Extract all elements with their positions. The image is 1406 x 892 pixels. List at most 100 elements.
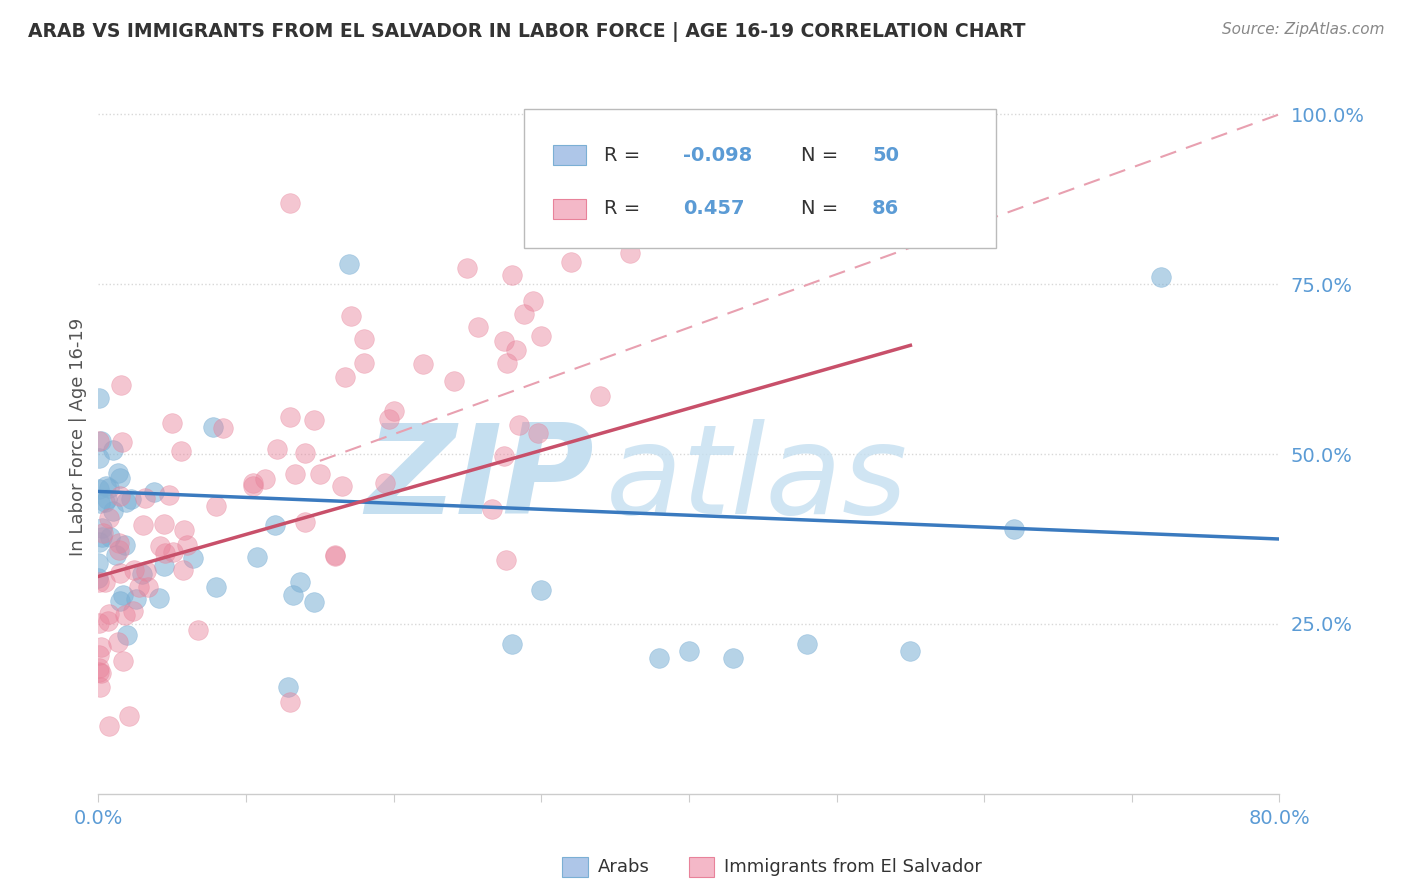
Point [117,628,139,642]
Point [97,614,120,628]
Point [288,574,311,589]
Text: 0.457: 0.457 [683,199,745,219]
Point [323,549,346,563]
Point [339,257,361,271]
Point [900,644,922,658]
Point [796,637,818,651]
Point [1002,522,1025,536]
Point [112,654,135,668]
Point [108,536,131,550]
Point [181,551,204,566]
Point [205,580,228,594]
Point [90,665,112,680]
Point [89,451,111,466]
Point [115,495,138,509]
Text: R =: R = [605,145,647,165]
Point [108,566,131,580]
Point [353,356,375,370]
Point [97,719,120,733]
Y-axis label: In Labor Force | Age 16-19: In Labor Force | Age 16-19 [69,318,87,557]
Point [136,580,159,594]
Point [108,489,131,503]
Point [280,409,302,424]
Point [87,615,110,630]
Point [508,417,530,432]
Point [526,425,548,440]
Point [149,539,172,553]
Point [678,644,700,658]
Point [494,334,516,349]
Point [162,545,184,559]
Point [98,481,121,495]
Point [501,268,523,282]
Point [1150,270,1173,285]
Point [323,548,346,562]
Point [98,607,121,622]
Point [242,475,264,490]
Text: Source: ZipAtlas.com: Source: ZipAtlas.com [1222,22,1385,37]
Point [122,563,145,577]
Point [111,588,134,602]
Point [153,559,176,574]
Point [108,593,131,607]
Point [97,511,120,525]
Point [205,500,228,514]
Point [492,449,515,463]
Point [335,370,357,384]
Point [93,526,115,541]
Text: -0.098: -0.098 [683,145,752,165]
Point [280,695,302,709]
Point [304,413,326,427]
Point [153,517,176,532]
Text: Immigrants from El Salvador: Immigrants from El Salvador [724,858,981,876]
Point [128,580,150,594]
Point [187,623,209,637]
Point [87,574,110,589]
Point [120,492,142,507]
Text: ARAB VS IMMIGRANTS FROM EL SALVADOR IN LABOR FORCE | AGE 16-19 CORRELATION CHART: ARAB VS IMMIGRANTS FROM EL SALVADOR IN L… [28,22,1025,42]
Point [378,412,401,426]
Point [89,496,111,510]
Point [108,542,131,557]
Point [505,343,527,358]
Point [382,403,405,417]
Point [242,479,264,493]
Point [277,680,299,694]
Point [91,521,114,535]
Point [266,442,288,457]
Bar [553,199,586,219]
Point [530,582,553,597]
Point [457,260,479,275]
Point [339,309,361,323]
Point [148,591,170,605]
Point [96,491,118,506]
Text: 86: 86 [872,199,900,219]
Point [143,485,166,500]
Point [91,530,114,544]
Point [134,491,156,505]
Point [264,518,287,533]
Point [135,564,157,578]
Point [94,479,117,493]
Point [589,389,612,403]
Text: N =: N = [801,145,845,165]
Point [101,443,124,458]
Point [87,661,110,675]
Point [118,708,141,723]
Point [104,548,127,562]
Text: ZIP: ZIP [366,419,595,541]
Point [522,293,544,308]
Point [496,356,519,370]
Point [443,374,465,388]
Point [89,434,111,449]
FancyBboxPatch shape [523,109,995,248]
Point [304,595,326,609]
Point [157,488,180,502]
Point [107,466,129,480]
Point [111,435,134,450]
Point [114,538,136,552]
Point [170,444,193,458]
Point [374,475,396,490]
Point [619,246,641,260]
Point [94,495,117,509]
